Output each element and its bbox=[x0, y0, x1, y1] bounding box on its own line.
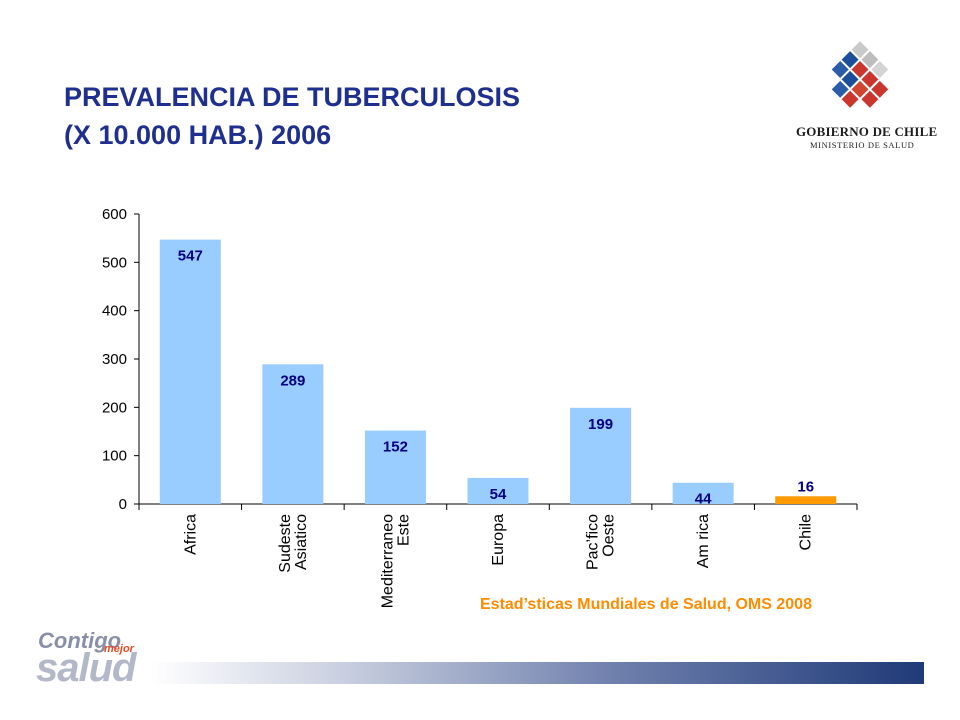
source-note: Estad’sticas Mundiales de Salud, OMS 200… bbox=[480, 596, 812, 613]
page-title: PREVALENCIA DE TUBERCULOSIS (X 10.000 HA… bbox=[64, 78, 520, 154]
logo-subtitle: MINISTERIO DE SALUD bbox=[810, 140, 915, 150]
x-category-label: Oeste bbox=[601, 514, 618, 557]
y-tick-label: 600 bbox=[102, 206, 127, 223]
bar-data-label: 54 bbox=[490, 486, 507, 503]
bar bbox=[570, 407, 632, 504]
bar-data-label: 547 bbox=[178, 248, 203, 265]
title-line-2: (X 10.000 HAB.) 2006 bbox=[64, 120, 332, 150]
y-tick-label: 500 bbox=[102, 254, 127, 271]
bar bbox=[467, 477, 529, 504]
y-tick-label: 300 bbox=[102, 351, 127, 368]
x-category-label: Africa bbox=[182, 514, 199, 555]
gobierno-logo-icon bbox=[831, 41, 889, 108]
bar-data-label: 16 bbox=[797, 478, 814, 495]
y-tick-label: 200 bbox=[102, 399, 127, 416]
x-category-label: Sudeste bbox=[277, 514, 294, 573]
y-tick-label: 400 bbox=[102, 303, 127, 320]
bar-data-label: 199 bbox=[588, 416, 613, 433]
brand-contigo: Contigo bbox=[38, 628, 122, 653]
bar-data-label: 289 bbox=[280, 372, 305, 389]
x-category-label: Chile bbox=[798, 514, 815, 551]
x-category-label: Mediterraneo bbox=[379, 514, 396, 608]
y-tick-label: 0 bbox=[119, 496, 127, 513]
title-line-1: PREVALENCIA DE TUBERCULOSIS bbox=[64, 82, 521, 112]
bar bbox=[159, 239, 221, 504]
bar bbox=[262, 364, 324, 504]
x-category-label: Asiatico bbox=[293, 514, 310, 570]
bar-data-label: 152 bbox=[383, 439, 408, 456]
x-category-label: Pac’fico bbox=[585, 514, 602, 570]
x-category-label: Am rica bbox=[695, 514, 712, 568]
logo-title: GOBIERNO DE CHILE bbox=[796, 124, 938, 139]
bar bbox=[672, 482, 734, 504]
bar bbox=[775, 496, 837, 504]
bar-data-label: 44 bbox=[695, 491, 712, 508]
x-category-label: Europa bbox=[490, 514, 507, 566]
brand-mejor: mejor bbox=[104, 643, 134, 655]
x-category-label: Este bbox=[395, 514, 412, 546]
bar bbox=[364, 430, 426, 504]
brand-salud: salud bbox=[36, 646, 136, 690]
y-tick-label: 100 bbox=[102, 448, 127, 465]
chart-layer: 0 100 200 300 400 500 600 547 Africa 289 Sudeste As… bbox=[102, 206, 858, 608]
footer-gradient-bar bbox=[150, 662, 924, 684]
